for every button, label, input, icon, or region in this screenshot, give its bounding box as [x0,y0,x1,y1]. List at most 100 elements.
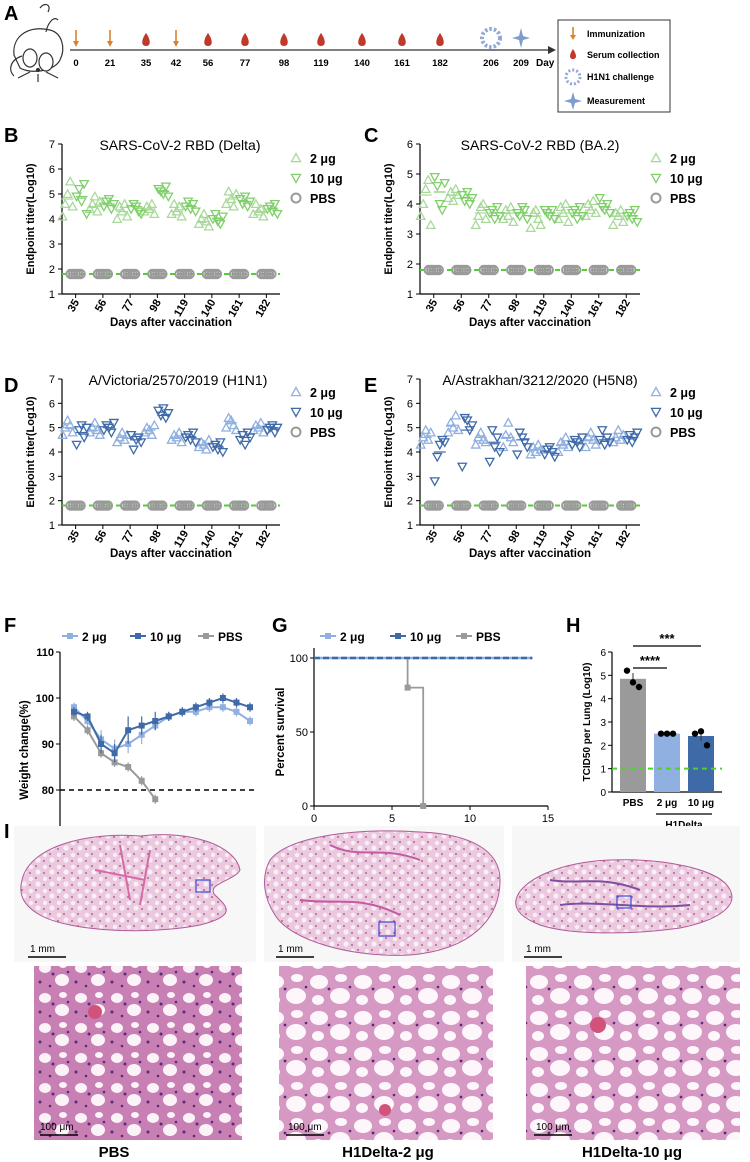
data-point-triangle-up [173,426,185,437]
data-point-triangle-down [153,406,164,417]
legend-label: PBS [476,630,501,644]
data-point-square [152,718,159,724]
data-point-triangle-up [173,200,185,211]
legend-serum-label: Serum collection [587,50,660,60]
data-point-triangle-down [549,214,561,225]
mouse-illustration [10,3,64,82]
histology-panel: 1 mm 1 mm 1 mm 100 μm 100 μm 100 μm PBS … [14,826,740,1161]
data-point-square [84,713,91,720]
data-point-triangle-up [225,414,237,425]
data-point-triangle-up [230,188,242,199]
data-point-triangle-up [507,436,519,447]
survival-curve [314,657,425,806]
legend-marker-0 [650,386,662,397]
data-point-triangle-down [566,440,578,451]
timeline-day-label: 56 [203,58,214,69]
data-point-dot [663,730,671,737]
legend-label: 10 μg [410,630,441,644]
data-point-triangle-down [484,457,496,468]
legend-label: PBS [310,426,336,440]
data-point-triangle-down [594,193,606,204]
timeline-day-label: 140 [354,58,370,69]
x-tick-label: 98 [506,529,523,546]
legend-marker-0 [290,152,302,163]
data-point-triangle-up [615,434,627,444]
x-axis-label: Days after vaccination [469,548,591,560]
data-point-triangle-down [466,421,478,431]
histology-label-2ug: H1Delta-2 μg [342,1144,434,1161]
data-point-triangle-down [269,199,281,210]
serum-drop-icon [358,33,366,46]
data-point-triangle-up [582,431,594,442]
legend-immunization-label: Immunization [587,29,645,39]
measurement-star-icon [512,28,530,48]
x-tick-label: 98 [147,298,164,315]
serum-drop-icon [280,33,288,46]
data-point-triangle-up [580,441,592,452]
bar [620,678,646,792]
histology-label-pbs: PBS [99,1144,130,1161]
serum-drop-icon [204,33,212,46]
virus-icon [480,27,502,49]
data-point-triangle-down [431,181,443,192]
data-point-triangle-up [146,429,158,439]
x-tick-label: 56 [451,298,468,315]
legend-measurement-label: Measurement [587,96,645,106]
data-point-triangle-up [582,198,594,209]
serum-drop-icon [241,33,249,46]
data-point-triangle-down [546,205,558,216]
data-point-triangle-up [590,207,602,218]
data-point-square [206,699,213,706]
y-axis-label: Weight change(%) [19,700,31,800]
legend-star-icon [564,92,582,110]
data-point-triangle-down [272,209,283,220]
data-point-triangle-down [73,426,85,436]
data-point-triangle-down [237,430,248,441]
data-point-triangle-up [445,417,457,427]
data-point-triangle-up [119,198,130,209]
panel-label-h: H [566,615,580,637]
data-point-triangle-down [494,447,506,458]
data-point-square [138,777,145,784]
data-point-triangle-up [590,439,602,449]
data-point-square [219,704,226,711]
x-tick-label: 119 [172,529,191,550]
data-point-triangle-down [187,199,199,210]
data-point-triangle-up [477,198,489,209]
x-tick-label: 10 [464,813,476,825]
data-point-triangle-down [596,426,608,436]
x-tick-label: 56 [93,529,110,546]
timeline-day-label: 42 [171,58,182,69]
data-point-square [125,727,132,734]
data-point-triangle-down [491,433,503,443]
data-point-triangle-down [576,433,588,443]
x-tick-label: 77 [479,529,496,546]
y-tick-label: 80 [42,785,54,797]
immunization-arrowhead-icon [173,41,179,47]
data-point-triangle-down [521,214,533,225]
timeline-legend: Immunization Serum collection H1N1 chall… [557,19,671,113]
data-point-triangle-down [133,207,144,218]
x-tick-label: 119 [531,298,550,319]
x-axis-label: Days after vaccination [469,317,591,329]
y-tick-label: 2 [49,264,55,276]
bar [688,736,714,792]
data-point-triangle-up [228,419,239,430]
data-point-triangle-up [580,210,592,221]
timeline-day-label: 209 [513,58,529,69]
data-point-triangle-down [539,450,551,460]
timeline-day-unit: Day [536,58,555,69]
legend-label: PBS [670,192,696,206]
data-point-triangle-up [502,210,514,221]
data-point-triangle-up [472,210,484,221]
legend-label: 10 μg [310,172,343,186]
data-point-triangle-up [230,424,242,435]
legend-challenge-label: H1N1 challenge [587,72,654,82]
data-point-triangle-down [516,202,528,213]
panel-label-e: E [364,375,377,397]
data-point-triangle-down [135,438,147,448]
scale-label-zoom-pbs: 100 μm [40,1122,74,1133]
legend-marker-0 [290,386,302,397]
